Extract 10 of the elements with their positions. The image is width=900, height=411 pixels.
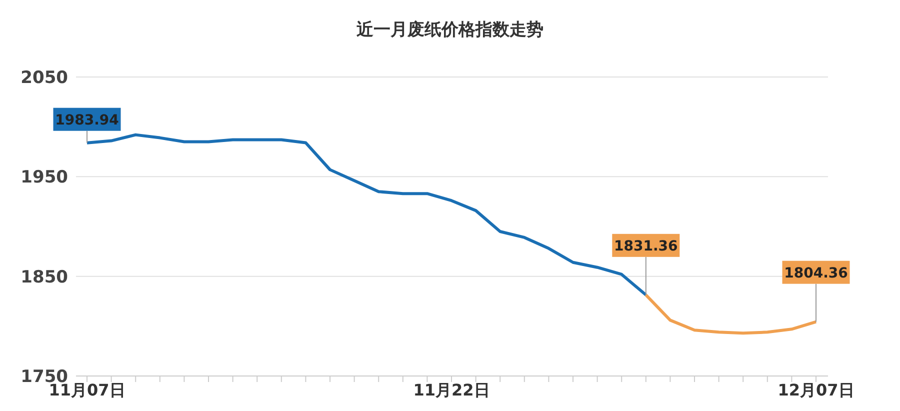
line-series <box>644 293 818 335</box>
chart-title: 近一月废纸价格指数走势 <box>356 19 544 42</box>
y-tick-label: 1950 <box>20 168 68 188</box>
data-label: 1804.36 <box>784 265 848 282</box>
y-tick-label: 2050 <box>20 68 68 88</box>
data-label: 1831.36 <box>614 238 678 254</box>
x-tick-label: 12月07日 <box>778 380 854 400</box>
y-tick-label: 1850 <box>20 267 68 288</box>
x-tick-label: 11月22日 <box>413 380 490 400</box>
data-label: 1983.94 <box>55 112 120 128</box>
